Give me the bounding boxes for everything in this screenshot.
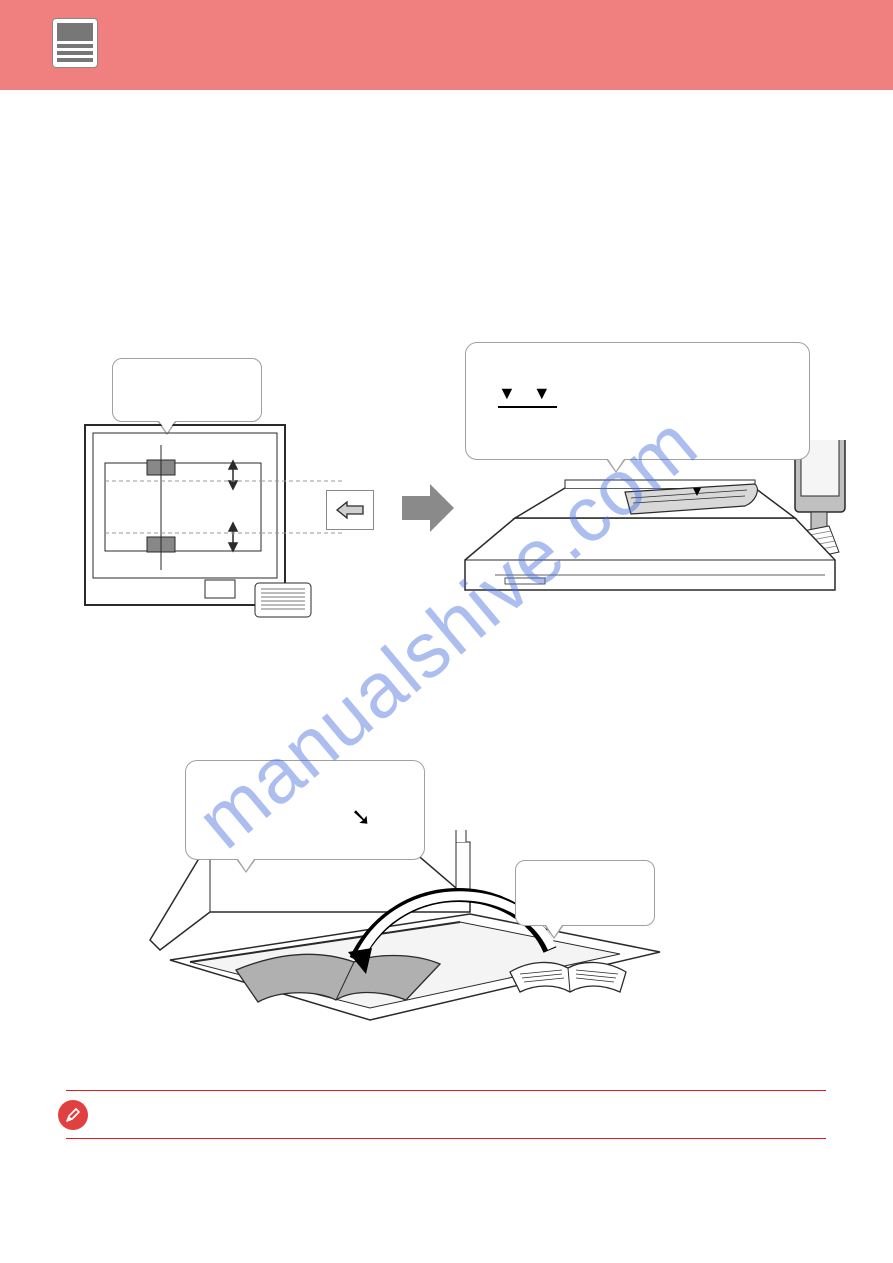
note-divider-bottom <box>66 1138 826 1139</box>
feeder-guides-callout <box>112 358 262 422</box>
indicator-triangles: ▼ ▼ <box>498 383 557 408</box>
flow-arrow-icon <box>400 480 456 536</box>
corner-arrow-icon: ➘ <box>351 803 371 832</box>
pencil-note-icon <box>58 1100 88 1130</box>
document-feeder-perspective <box>455 440 855 640</box>
glass-corner-callout: ➘ <box>185 760 425 860</box>
note-divider-top <box>66 1090 826 1091</box>
open-book-callout <box>515 860 655 926</box>
feed-direction-icon <box>326 490 374 530</box>
header-bar <box>0 0 893 90</box>
indicator-line-callout: ▼ ▼ <box>465 342 810 460</box>
document-feeder-diagram <box>85 425 313 630</box>
printer-icon <box>52 18 98 68</box>
